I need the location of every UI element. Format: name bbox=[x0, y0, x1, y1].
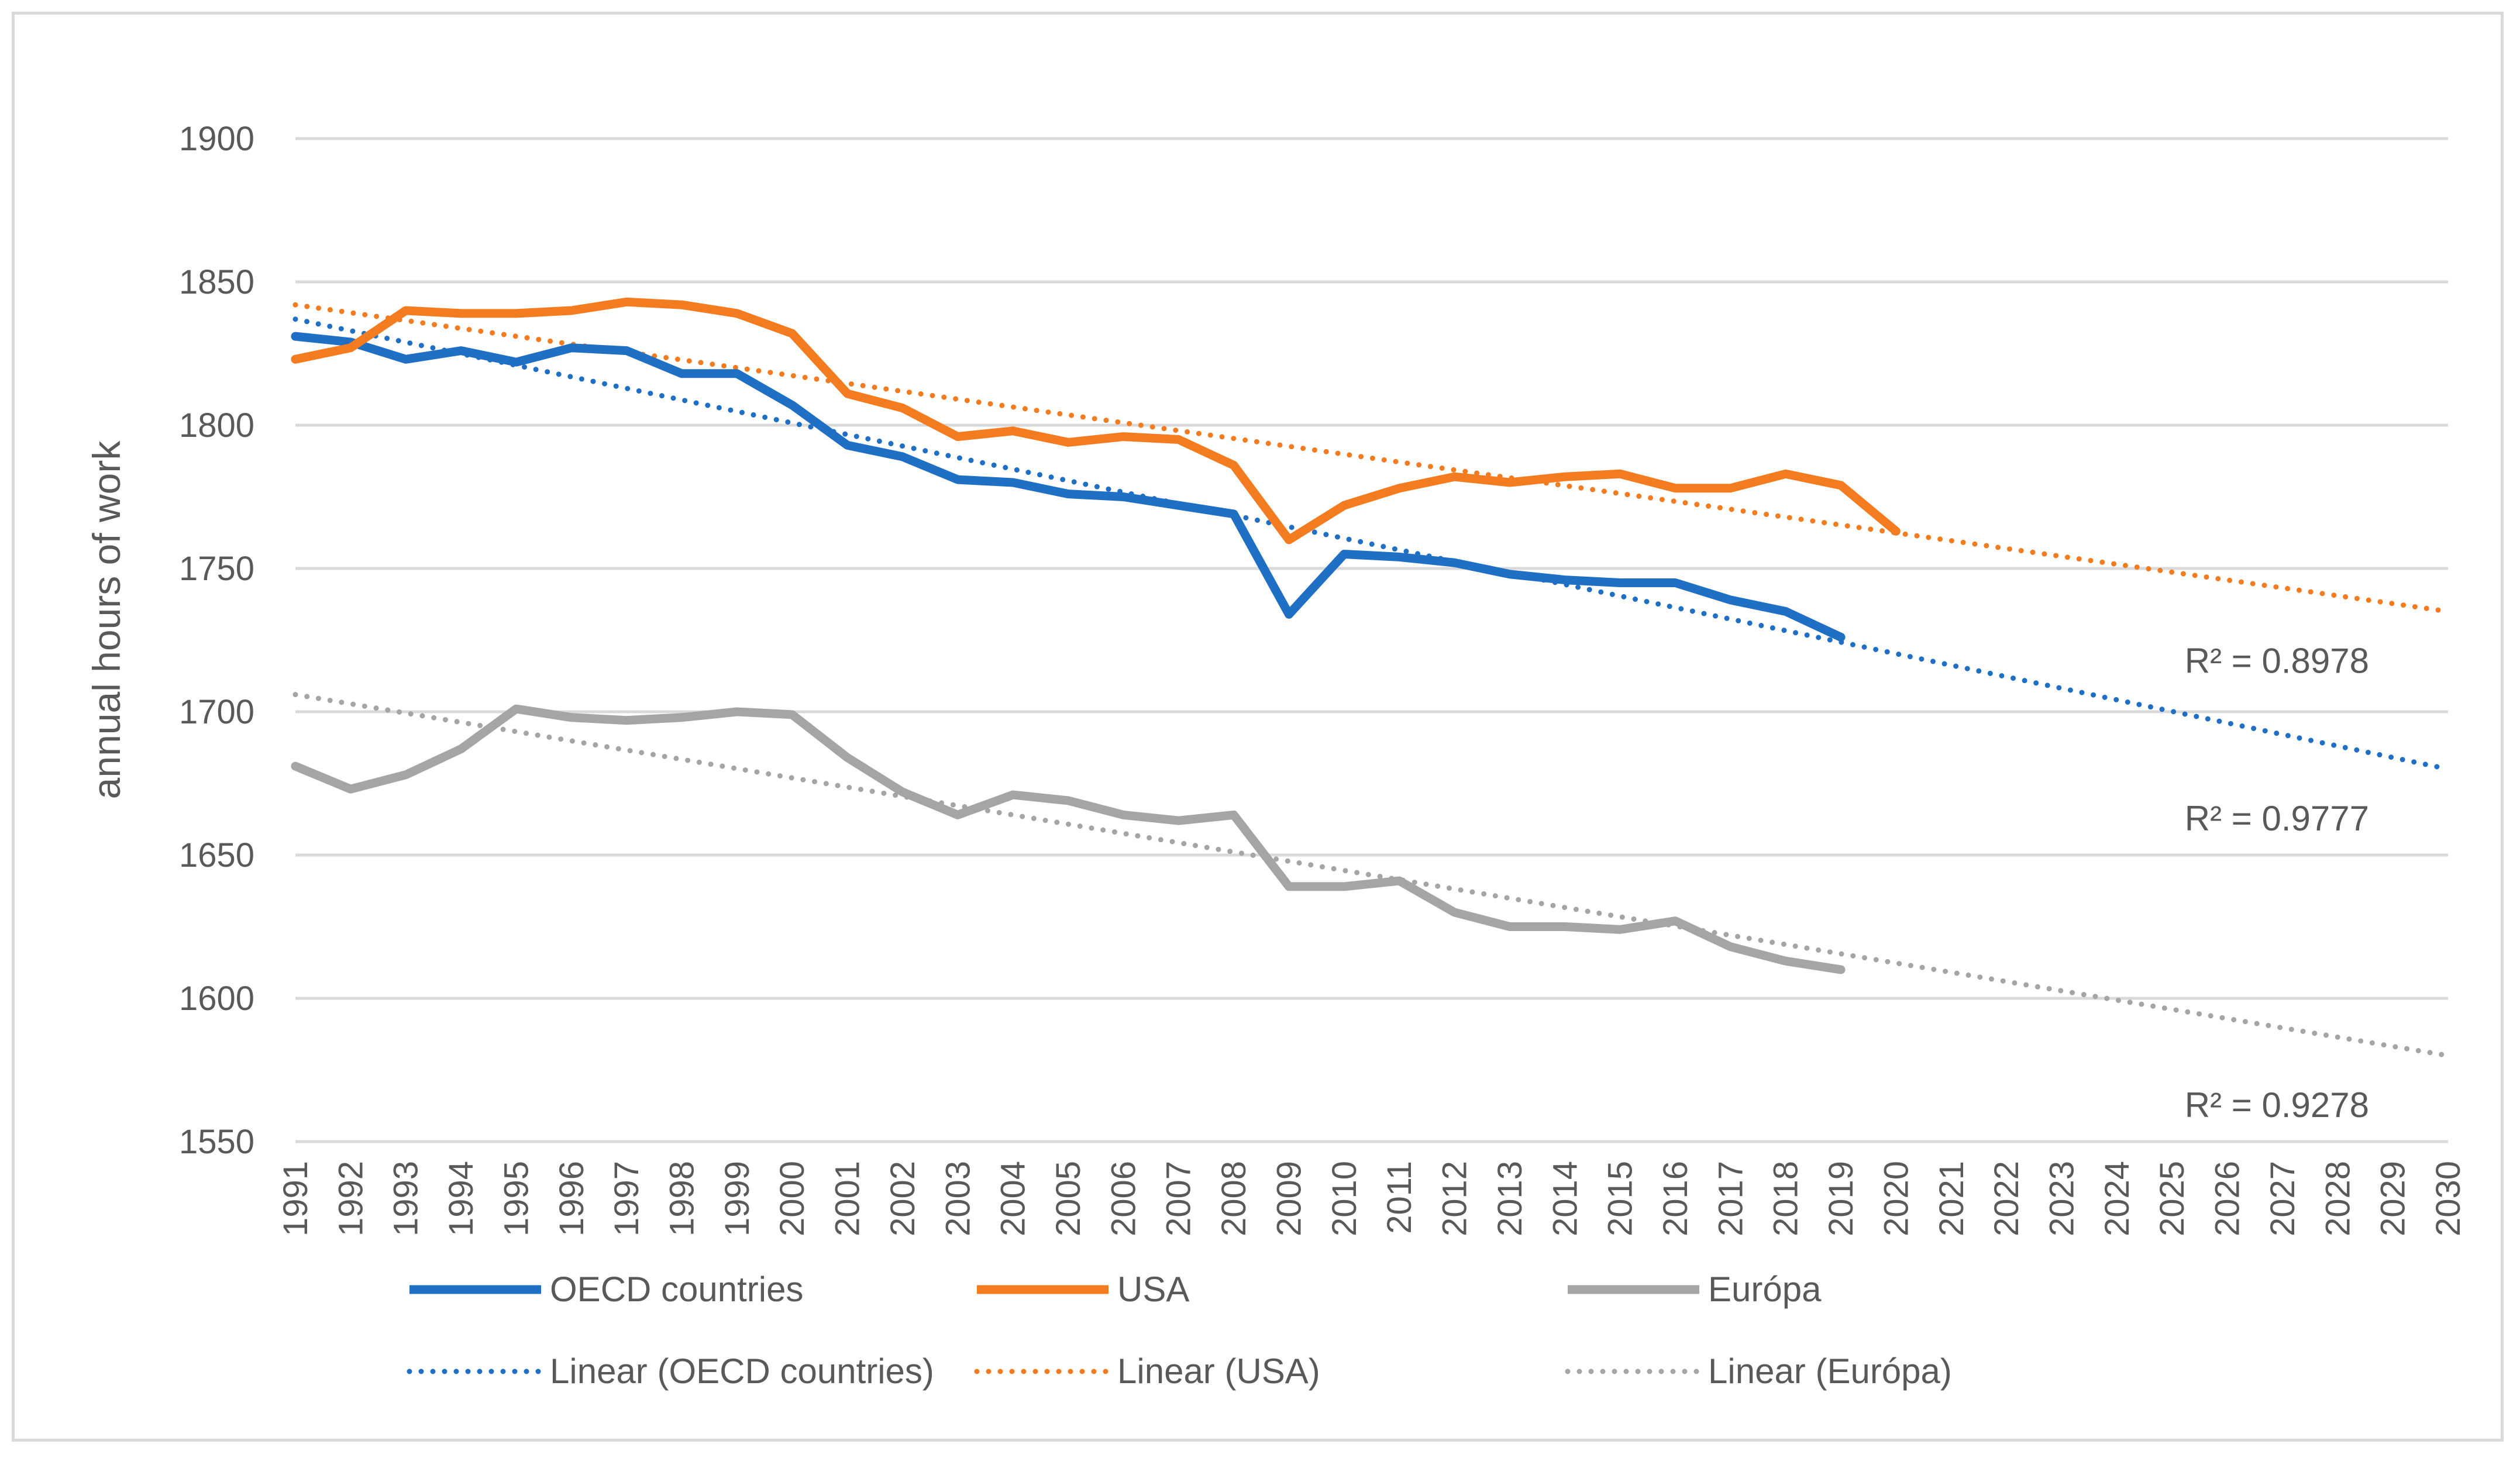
x-tick-label: 2001 bbox=[829, 1161, 867, 1236]
x-tick-label: 2009 bbox=[1270, 1161, 1308, 1236]
x-tick-label: 2022 bbox=[1988, 1161, 2026, 1236]
r-squared-label: R² = 0.9278 bbox=[2185, 1085, 2369, 1125]
x-tick-label: 2008 bbox=[1215, 1161, 1253, 1236]
data-series bbox=[291, 297, 1901, 974]
x-tick-label: 1998 bbox=[663, 1161, 701, 1236]
x-tick-label: 2018 bbox=[1767, 1161, 1805, 1236]
x-tick-label: 1992 bbox=[332, 1161, 370, 1236]
trendline bbox=[292, 692, 2451, 1059]
y-tick-label: 1550 bbox=[179, 1123, 254, 1161]
y-tick-label: 1650 bbox=[179, 836, 254, 874]
x-tick-label: 1996 bbox=[553, 1161, 591, 1236]
legend-label: Linear (OECD countries) bbox=[550, 1352, 934, 1391]
legend-label: Linear (Európa) bbox=[1708, 1352, 1952, 1391]
chart-frame bbox=[12, 12, 2504, 1442]
x-axis-ticks: 1991 1992 1993 1994 1995 1996 1997 1998 1999 2000… bbox=[277, 1161, 2467, 1236]
y-tick-label: 1600 bbox=[179, 980, 254, 1018]
x-tick-label: 2021 bbox=[1933, 1161, 1971, 1236]
y-axis-ticks: 1550 1600 1650 1700 1750 1800 1850 1900 bbox=[179, 120, 254, 1161]
r-squared-label: R² = 0.9777 bbox=[2185, 799, 2369, 838]
y-tick-label: 1800 bbox=[179, 406, 254, 444]
x-tick-label: 2026 bbox=[2209, 1161, 2247, 1236]
x-tick-label: 2023 bbox=[2043, 1161, 2081, 1236]
x-tick-label: 2014 bbox=[1546, 1161, 1584, 1236]
x-tick-label: 1997 bbox=[608, 1161, 646, 1236]
x-tick-label: 2003 bbox=[939, 1161, 977, 1236]
gridlines bbox=[295, 137, 2448, 1143]
x-tick-label: 2019 bbox=[1822, 1161, 1860, 1236]
x-tick-label: 2016 bbox=[1657, 1161, 1695, 1236]
x-tick-label: 1995 bbox=[497, 1161, 535, 1236]
x-tick-label: 2028 bbox=[2319, 1161, 2357, 1236]
x-tick-label: 2029 bbox=[2374, 1161, 2412, 1236]
r-squared-labels: R² = 0.9777 R² = 0.8978 R² = 0.9278 bbox=[2185, 642, 2369, 1125]
x-tick-label: 2002 bbox=[884, 1161, 922, 1236]
x-tick-label: 2025 bbox=[2153, 1161, 2191, 1236]
y-tick-label: 1750 bbox=[179, 550, 254, 588]
y-axis-title: annual hours of work bbox=[85, 440, 128, 799]
y-tick-label: 1900 bbox=[179, 120, 254, 158]
legend-label: Európa bbox=[1708, 1270, 1822, 1309]
series-line bbox=[291, 332, 1846, 642]
x-tick-label: 1994 bbox=[442, 1161, 480, 1236]
series-line bbox=[291, 297, 1901, 544]
x-tick-label: 2011 bbox=[1381, 1161, 1419, 1234]
x-tick-label: 2027 bbox=[2264, 1161, 2302, 1236]
x-tick-label: 2015 bbox=[1602, 1161, 1640, 1236]
r-squared-label: R² = 0.8978 bbox=[2185, 642, 2369, 681]
x-tick-label: 1993 bbox=[387, 1161, 425, 1236]
x-tick-label: 2017 bbox=[1712, 1161, 1750, 1236]
x-tick-label: 2007 bbox=[1160, 1161, 1198, 1236]
series-line bbox=[291, 704, 1846, 974]
x-tick-label: 2024 bbox=[2098, 1161, 2136, 1236]
trendlines bbox=[292, 302, 2451, 1059]
trendline bbox=[292, 316, 2451, 772]
x-tick-label: 2000 bbox=[773, 1161, 811, 1236]
x-tick-label: 2005 bbox=[1049, 1161, 1087, 1236]
y-tick-label: 1700 bbox=[179, 693, 254, 731]
x-tick-label: 2006 bbox=[1104, 1161, 1142, 1236]
x-tick-label: 2004 bbox=[994, 1161, 1032, 1236]
x-tick-label: 2020 bbox=[1877, 1161, 1915, 1236]
x-tick-label: 2012 bbox=[1436, 1161, 1474, 1236]
legend: OECD countries USA Európa Linear (OECD coun… bbox=[407, 1270, 1952, 1391]
x-tick-label: 1999 bbox=[718, 1161, 756, 1236]
x-tick-label: 2010 bbox=[1326, 1161, 1364, 1236]
trendline bbox=[292, 302, 2451, 614]
y-tick-label: 1850 bbox=[179, 263, 254, 301]
x-tick-label: 2013 bbox=[1491, 1161, 1529, 1236]
legend-label: USA bbox=[1117, 1270, 1189, 1309]
legend-label: OECD countries bbox=[550, 1270, 803, 1309]
legend-label: Linear (USA) bbox=[1117, 1352, 1320, 1391]
x-tick-label: 2030 bbox=[2429, 1161, 2467, 1236]
x-tick-label: 1991 bbox=[277, 1161, 315, 1236]
